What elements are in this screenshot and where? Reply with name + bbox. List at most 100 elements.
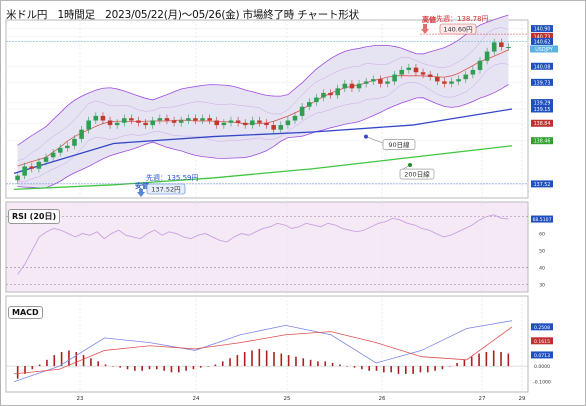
candle-body xyxy=(221,122,227,126)
macd-histogram-bar xyxy=(339,364,341,367)
symbol-tag xyxy=(530,45,558,53)
macd-histogram-bar xyxy=(485,352,488,367)
macd-histogram-bar xyxy=(463,359,466,367)
low-price-value: 137.52円 xyxy=(151,186,180,194)
macd-histogram-bar xyxy=(302,358,305,367)
candle-body xyxy=(164,118,170,121)
price-tick-box xyxy=(531,105,553,113)
macd-histogram-bar xyxy=(177,366,180,373)
macd-histogram-bar xyxy=(280,353,283,367)
macd-tick-label: 0.2508 xyxy=(534,325,550,331)
candle-body xyxy=(335,88,340,96)
candle-body xyxy=(150,120,156,126)
candle-body xyxy=(107,120,113,126)
rsi-tick-label: 68.5107 xyxy=(533,217,552,223)
rsi-tick-label: 30 xyxy=(539,283,545,289)
macd-histogram-bar xyxy=(397,366,400,374)
rsi-tick-label: 40 xyxy=(539,266,545,272)
macd-histogram-bar xyxy=(441,366,444,370)
macd-histogram-bar xyxy=(383,366,385,373)
candle-body xyxy=(228,120,234,123)
candle-body xyxy=(491,42,497,52)
macd-tick-box xyxy=(531,337,553,345)
candle-body xyxy=(278,125,284,130)
macd-histogram-bar xyxy=(207,366,209,367)
candle-body xyxy=(342,83,348,89)
candle-body xyxy=(484,51,490,61)
price-tick-box xyxy=(531,119,553,127)
candle-body xyxy=(406,67,412,70)
macd-histogram-bar xyxy=(31,366,34,370)
candle-body xyxy=(250,120,255,126)
macd-histogram-bar xyxy=(478,353,480,367)
macd-histogram-bar xyxy=(492,350,495,367)
macd-histogram-bar xyxy=(221,361,224,367)
macd-histogram-bar xyxy=(38,364,41,367)
ma90-label: 90日線 xyxy=(388,140,410,149)
candle-body xyxy=(356,83,362,89)
candle-body xyxy=(15,175,20,181)
x-tick-label: 29 xyxy=(519,396,526,402)
macd-histogram-bar xyxy=(295,356,297,367)
rsi-panel xyxy=(5,201,529,293)
macd-histogram-bar xyxy=(243,352,246,367)
candlesticks xyxy=(15,38,511,184)
macd-histogram-bar xyxy=(412,366,414,374)
ma200-label-box xyxy=(399,168,435,180)
macd-histogram-bar xyxy=(148,366,151,370)
candle-body xyxy=(50,152,56,158)
macd-histogram-bar xyxy=(236,355,239,367)
candle-body xyxy=(378,79,383,84)
high-label: 高値 xyxy=(422,15,436,24)
macd-histogram-bar xyxy=(229,358,231,367)
candle-body xyxy=(129,118,134,121)
candle-body xyxy=(93,115,99,121)
macd-histogram-bar xyxy=(368,366,370,371)
macd-histogram-bar xyxy=(141,366,143,371)
candle-body xyxy=(36,161,42,169)
bb-fill xyxy=(17,14,509,188)
macd-histogram-bar xyxy=(287,355,290,367)
x-tick-label: 25 xyxy=(284,396,291,402)
chart-title: 米ドル円 1時間足 2023/05/22(月)〜05/26(金) 市場終了時 チ… xyxy=(6,9,359,21)
macd-line xyxy=(13,320,513,383)
candle-body xyxy=(477,60,483,70)
candle-body xyxy=(427,74,433,77)
macd-tick-label: 0.0000 xyxy=(534,364,550,370)
candle-body xyxy=(363,81,369,84)
bb-upper-1sigma xyxy=(17,27,509,161)
price-tick-box xyxy=(531,37,553,45)
candle-body xyxy=(506,46,511,48)
candle-body xyxy=(186,118,191,121)
price-tick-label: 139.73 xyxy=(534,80,551,86)
candle-body xyxy=(157,118,163,121)
price-tick-box xyxy=(531,180,553,188)
macd-histogram-bar xyxy=(134,366,136,371)
ma90-line xyxy=(13,108,513,174)
ma90-marker xyxy=(364,134,368,139)
candle-body xyxy=(442,81,447,84)
macd-histogram-bar xyxy=(434,366,436,371)
candle-body xyxy=(385,81,390,84)
price-tick-box xyxy=(531,78,553,86)
candle-body xyxy=(499,42,504,47)
bb-lower-1sigma xyxy=(17,63,509,183)
macd-histogram-bar xyxy=(251,350,253,367)
macd-histogram-bar xyxy=(405,366,407,374)
candle-body xyxy=(57,148,63,153)
ma200-line xyxy=(13,145,513,191)
macd-histogram-bar xyxy=(273,352,275,367)
candle-body xyxy=(399,69,405,75)
macd-histogram-bar xyxy=(53,355,56,367)
low-price-box xyxy=(146,183,186,195)
candle-body xyxy=(420,72,426,75)
macd-histogram-bar xyxy=(470,356,473,367)
macd-histogram-bar xyxy=(265,350,268,367)
high-arrow-icon xyxy=(421,24,429,34)
macd-histogram-bar xyxy=(258,348,261,367)
macd-histogram-bar xyxy=(346,366,349,367)
high-price-box xyxy=(439,23,477,35)
candle-body xyxy=(79,129,84,139)
price-tick-label: 138.46 xyxy=(534,139,551,145)
